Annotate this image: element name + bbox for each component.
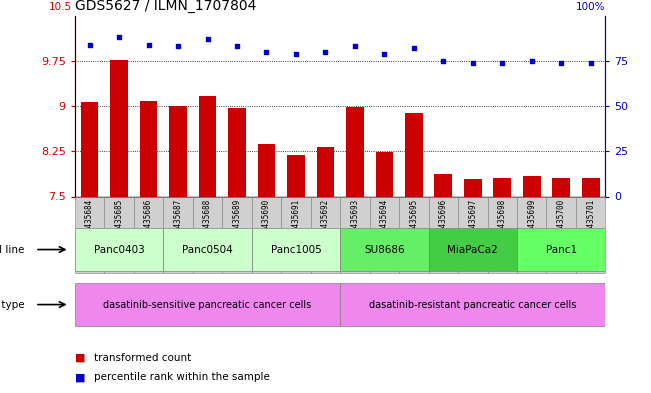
- Bar: [252, 196, 281, 273]
- Bar: [311, 196, 340, 273]
- Bar: [370, 196, 399, 273]
- Bar: [287, 155, 305, 196]
- Bar: [428, 228, 517, 271]
- Text: ■: ■: [75, 353, 85, 363]
- Point: [556, 60, 566, 66]
- Text: transformed count: transformed count: [94, 353, 191, 363]
- Bar: [376, 152, 393, 196]
- Bar: [517, 196, 546, 273]
- Point: [232, 43, 242, 50]
- Text: GSM1435691: GSM1435691: [292, 199, 300, 245]
- Text: GSM1435700: GSM1435700: [557, 199, 566, 245]
- Point: [173, 43, 183, 50]
- Text: Panc1005: Panc1005: [271, 244, 322, 255]
- Bar: [134, 196, 163, 273]
- Bar: [258, 144, 275, 196]
- Point: [527, 58, 537, 64]
- Point: [143, 42, 154, 48]
- Text: GSM1435699: GSM1435699: [527, 199, 536, 245]
- Text: dasatinib-sensitive pancreatic cancer cells: dasatinib-sensitive pancreatic cancer ce…: [104, 299, 312, 310]
- Bar: [104, 196, 134, 273]
- Text: GSM1435686: GSM1435686: [144, 199, 153, 245]
- Text: ■: ■: [75, 372, 85, 382]
- Bar: [488, 196, 517, 273]
- Bar: [552, 178, 570, 196]
- Bar: [163, 196, 193, 273]
- Bar: [252, 228, 340, 271]
- Text: GSM1435695: GSM1435695: [409, 199, 419, 245]
- Point: [585, 60, 596, 66]
- Text: GSM1435688: GSM1435688: [203, 199, 212, 245]
- Point: [350, 43, 360, 50]
- Bar: [110, 60, 128, 196]
- Point: [114, 34, 124, 40]
- Text: GSM1435698: GSM1435698: [498, 199, 506, 245]
- Text: Panc0403: Panc0403: [94, 244, 145, 255]
- Point: [85, 42, 95, 48]
- Bar: [222, 196, 252, 273]
- Bar: [464, 179, 482, 196]
- Bar: [399, 196, 428, 273]
- Point: [467, 60, 478, 66]
- Point: [291, 51, 301, 57]
- Bar: [523, 176, 540, 196]
- Text: GDS5627 / ILMN_1707804: GDS5627 / ILMN_1707804: [75, 0, 256, 13]
- Bar: [228, 108, 246, 196]
- Text: GSM1435696: GSM1435696: [439, 199, 448, 245]
- Text: dasatinib-resistant pancreatic cancer cells: dasatinib-resistant pancreatic cancer ce…: [369, 299, 577, 310]
- Point: [261, 49, 271, 55]
- Bar: [81, 102, 98, 196]
- Bar: [340, 196, 370, 273]
- Text: SU8686: SU8686: [364, 244, 405, 255]
- Bar: [340, 228, 428, 271]
- Text: cell line: cell line: [0, 244, 25, 255]
- Bar: [75, 283, 340, 326]
- Bar: [169, 106, 187, 196]
- Bar: [546, 196, 576, 273]
- Point: [379, 51, 389, 57]
- Bar: [346, 107, 364, 196]
- Bar: [75, 196, 104, 273]
- Text: cell type: cell type: [0, 299, 25, 310]
- Bar: [434, 174, 452, 196]
- Point: [320, 49, 331, 55]
- Text: MiaPaCa2: MiaPaCa2: [447, 244, 498, 255]
- Bar: [193, 196, 222, 273]
- Text: Panc1: Panc1: [546, 244, 577, 255]
- Point: [409, 45, 419, 51]
- Text: GSM1435689: GSM1435689: [232, 199, 242, 245]
- Bar: [281, 196, 311, 273]
- Text: 10.5: 10.5: [49, 2, 72, 12]
- Text: GSM1435693: GSM1435693: [350, 199, 359, 245]
- Text: GSM1435687: GSM1435687: [174, 199, 182, 245]
- Bar: [199, 96, 216, 196]
- Text: GSM1435701: GSM1435701: [586, 199, 595, 245]
- Text: 100%: 100%: [576, 2, 605, 12]
- Bar: [428, 196, 458, 273]
- Text: GSM1435692: GSM1435692: [321, 199, 330, 245]
- Bar: [316, 147, 334, 196]
- Text: GSM1435697: GSM1435697: [468, 199, 477, 245]
- Bar: [75, 228, 163, 271]
- Bar: [517, 228, 605, 271]
- Bar: [493, 178, 511, 196]
- Text: GSM1435690: GSM1435690: [262, 199, 271, 245]
- Bar: [458, 196, 488, 273]
- Point: [202, 36, 213, 42]
- Text: Panc0504: Panc0504: [182, 244, 233, 255]
- Text: GSM1435685: GSM1435685: [115, 199, 124, 245]
- Bar: [163, 228, 252, 271]
- Bar: [576, 196, 605, 273]
- Bar: [405, 113, 422, 196]
- Point: [497, 60, 508, 66]
- Bar: [582, 178, 600, 196]
- Point: [438, 58, 449, 64]
- Text: percentile rank within the sample: percentile rank within the sample: [94, 372, 270, 382]
- Text: GSM1435684: GSM1435684: [85, 199, 94, 245]
- Bar: [340, 283, 605, 326]
- Bar: [140, 101, 158, 196]
- Text: GSM1435694: GSM1435694: [380, 199, 389, 245]
